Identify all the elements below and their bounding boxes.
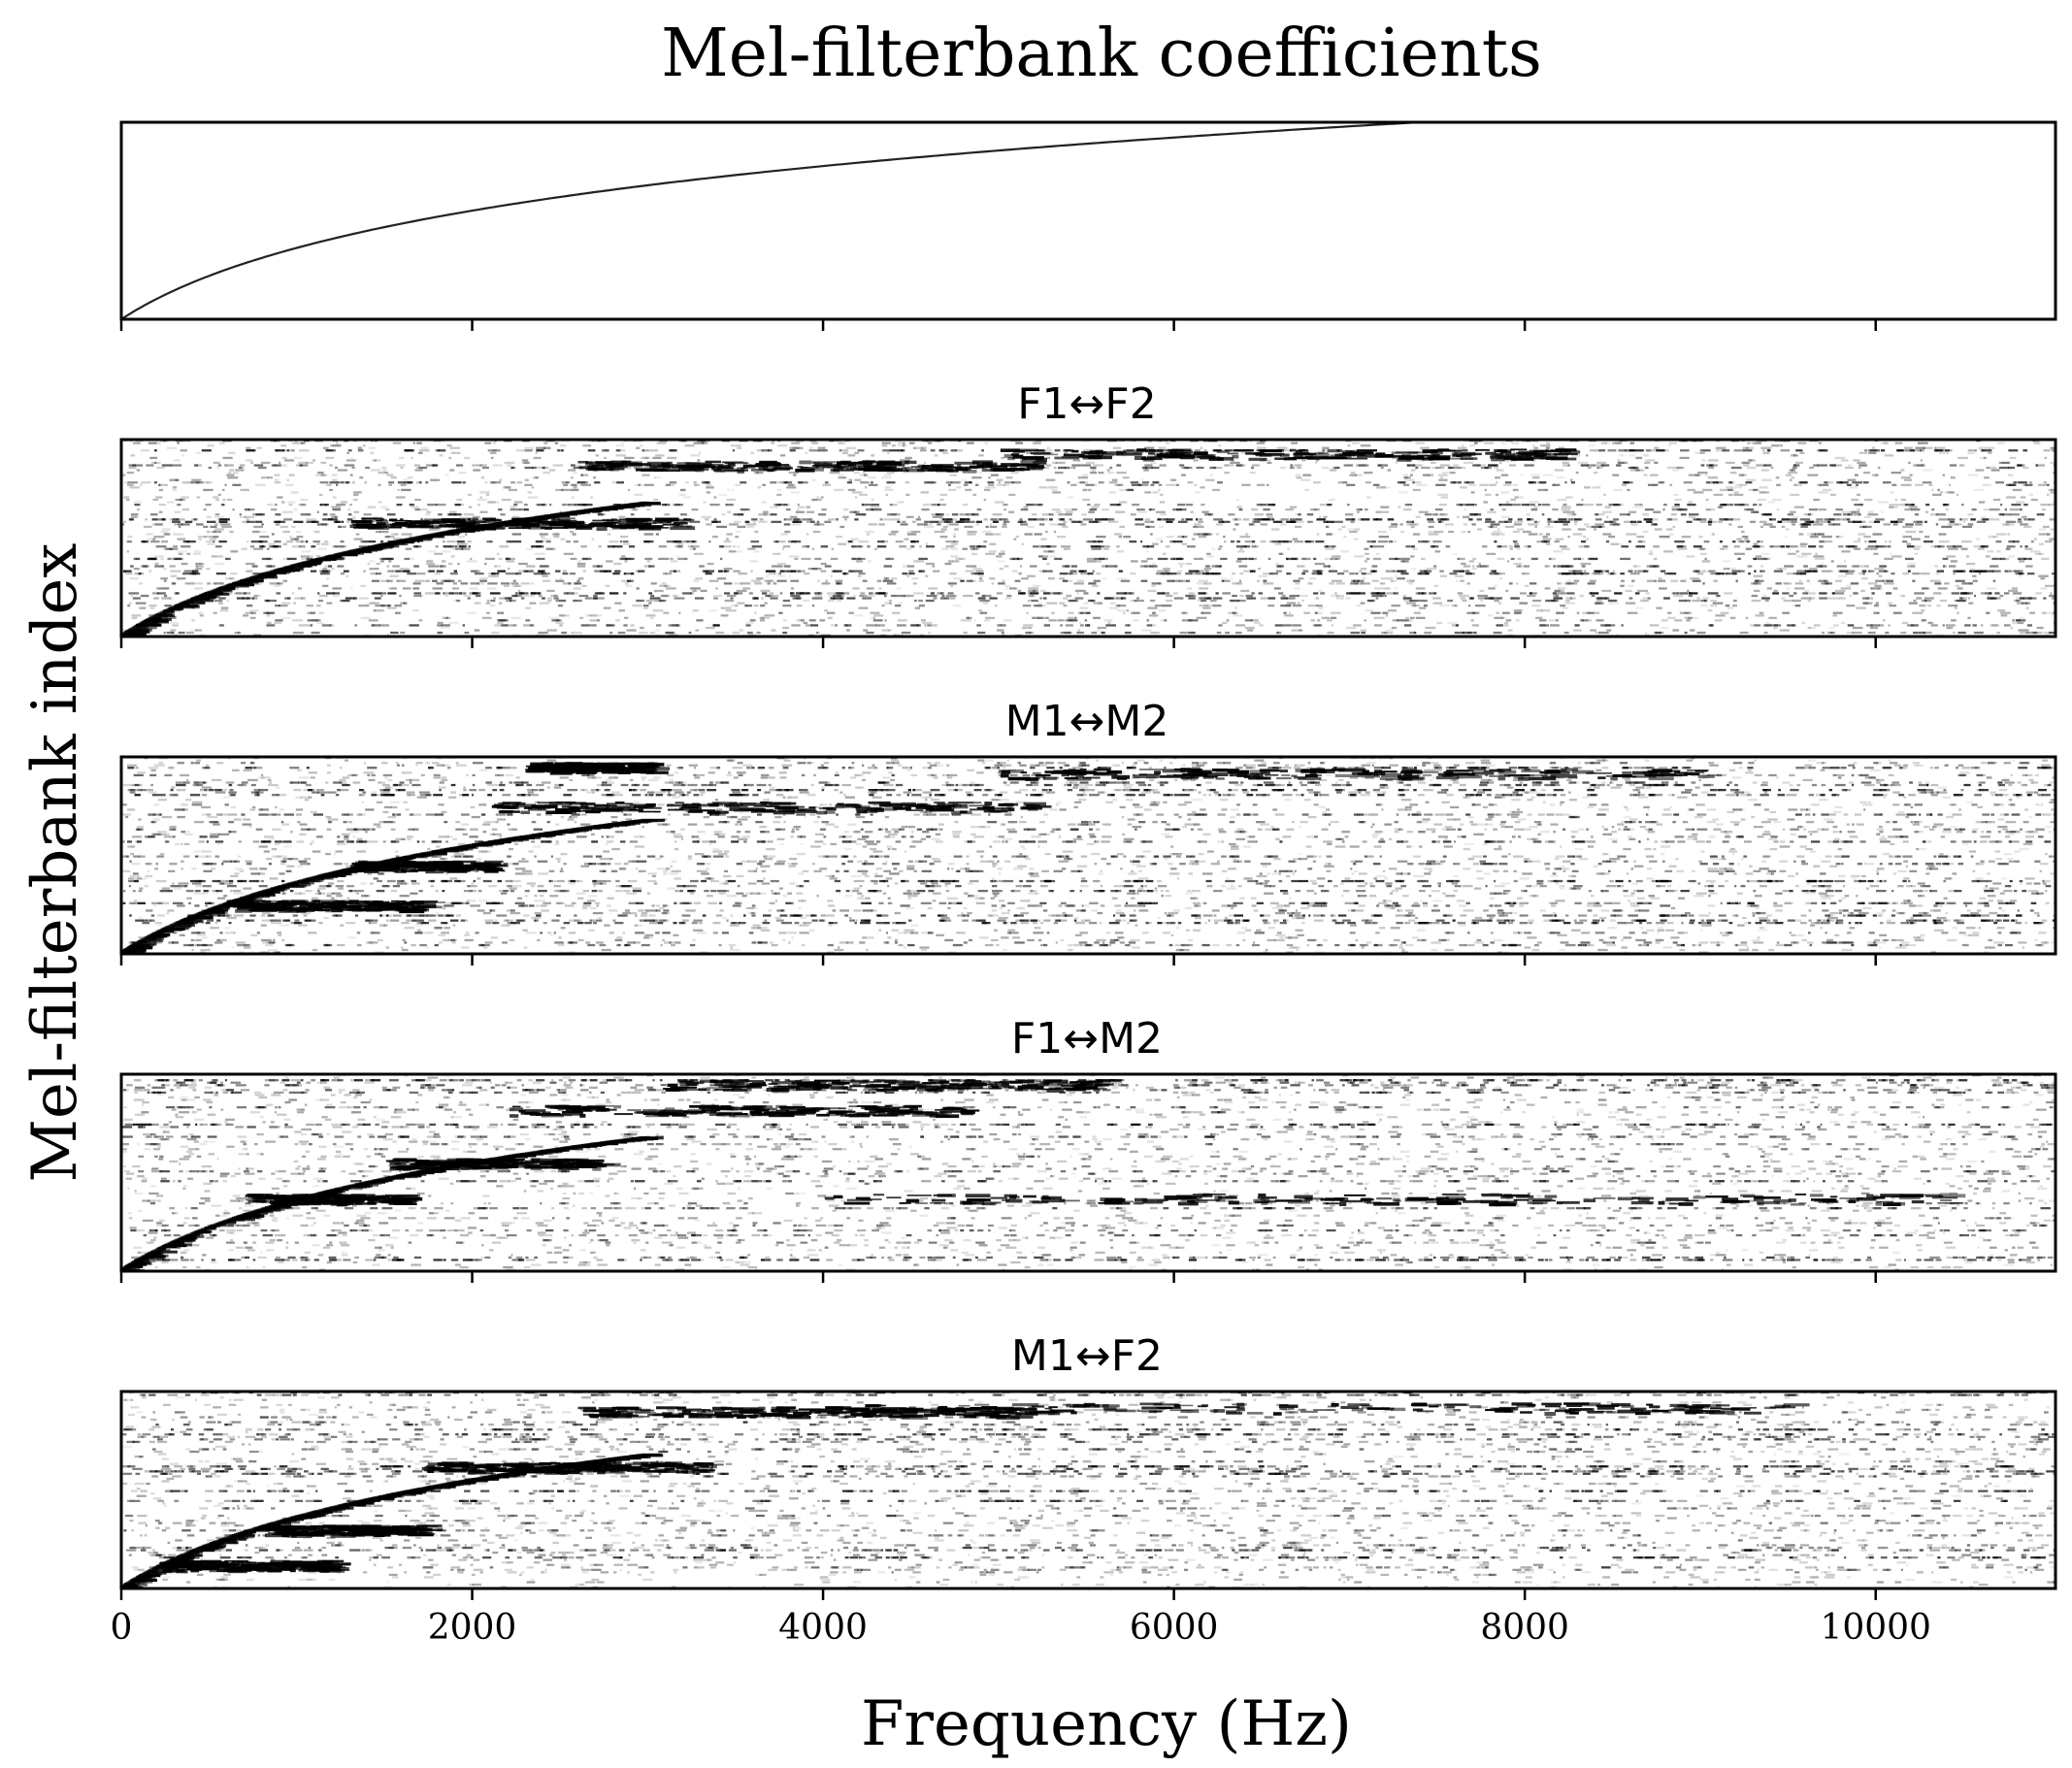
- panel-title: F1↔M2: [1011, 1014, 1163, 1064]
- panel-4: M1↔F2 0 2000 4000 6000 8000 10000: [111, 1331, 2057, 1648]
- panel-2: M1↔M2: [119, 697, 2057, 966]
- panel-frame: [119, 1390, 2057, 1590]
- panel-plot-area: [121, 122, 2056, 319]
- panel-1: F1↔F2: [119, 379, 2057, 648]
- x-tick-label: 8000: [1480, 1608, 1569, 1648]
- panel-plot-area: [121, 1391, 2056, 1588]
- panel-plot-area: [121, 440, 2056, 637]
- panel-0: [119, 120, 2057, 331]
- panel-title: F1↔F2: [1017, 379, 1156, 429]
- panel-frame: [119, 1072, 2057, 1273]
- x-tick-label: 6000: [1130, 1608, 1219, 1648]
- panel-3: F1↔M2: [119, 1014, 2057, 1283]
- panel-frame: [119, 120, 2057, 321]
- panel-plot-area: [121, 1074, 2056, 1271]
- x-tick-label: 10000: [1820, 1608, 1931, 1648]
- panel-plot-area: [121, 757, 2056, 954]
- figure-title: Mel-filterbank coefficients: [661, 16, 1542, 92]
- y-axis-label: Mel-filterbank index: [19, 543, 91, 1183]
- panel-frame: [119, 438, 2057, 638]
- panels-group: F1↔F2 M1↔M2 F1↔M2 M1↔F2 0 2000 4000 6000 8000 100…: [111, 120, 2057, 1648]
- panel-frame: [119, 755, 2057, 956]
- panel-title: M1↔F2: [1011, 1331, 1163, 1381]
- x-axis-label: Frequency (Hz): [861, 1688, 1352, 1760]
- x-tick-label: 4000: [778, 1608, 868, 1648]
- panel-title: M1↔M2: [1005, 697, 1169, 746]
- x-tick-label: 2000: [428, 1608, 517, 1648]
- mel-curve: [121, 122, 2056, 319]
- x-tick-label: 0: [111, 1608, 133, 1648]
